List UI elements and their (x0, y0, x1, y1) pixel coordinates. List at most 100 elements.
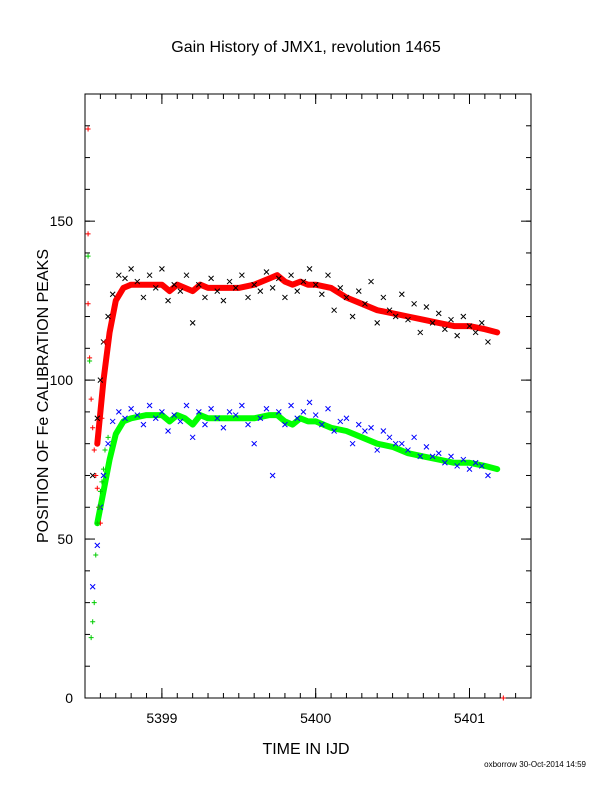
data-point (485, 472, 491, 479)
data-point (460, 456, 467, 463)
data-point (245, 294, 251, 301)
data-point (454, 463, 461, 469)
data-point (208, 275, 214, 282)
data-point (214, 415, 221, 422)
y-tick-label: 100 (50, 372, 74, 388)
data-point (85, 253, 91, 259)
data-point (318, 291, 325, 298)
data-point (220, 424, 227, 431)
data-point (386, 434, 393, 441)
data-point (159, 409, 165, 415)
data-point (93, 472, 99, 478)
x-axis: 5399 5400 5401 (84, 94, 532, 726)
data-point (374, 320, 381, 326)
x-tick-label: 5399 (146, 710, 177, 726)
data-point (398, 291, 405, 298)
data-point (349, 440, 356, 447)
data-point (140, 421, 147, 428)
data-point (429, 453, 436, 460)
data-point (94, 520, 100, 526)
data-point (325, 272, 331, 279)
data-point (171, 412, 178, 418)
y-tick-label: 0 (65, 690, 73, 706)
data-point (226, 409, 233, 415)
data-point (97, 377, 104, 383)
data-point (466, 323, 473, 329)
data-point (94, 485, 100, 491)
data-point (411, 300, 417, 307)
data-point (183, 272, 190, 279)
data-point (85, 231, 91, 237)
data-point (460, 313, 467, 320)
data-point (500, 695, 506, 701)
data-point (405, 447, 411, 453)
x-axis-label: TIME IN IJD (262, 741, 349, 758)
data-point (263, 405, 270, 412)
data-point (343, 415, 350, 422)
data-point (171, 281, 178, 288)
data-point (251, 440, 258, 447)
data-point (448, 316, 454, 323)
data-point (90, 619, 96, 625)
data-point (89, 583, 96, 590)
data-point (122, 275, 128, 282)
data-point (362, 428, 368, 434)
data-point (337, 285, 344, 291)
x-tick-label: 5400 (300, 710, 331, 726)
data-point (275, 275, 282, 282)
data-point (85, 301, 91, 307)
data-point (99, 415, 105, 421)
data-point (165, 297, 171, 304)
data-point (100, 466, 106, 472)
data-point (325, 405, 331, 412)
data-point (362, 300, 368, 307)
data-point (294, 415, 301, 422)
data-point (91, 600, 97, 606)
data-point (472, 459, 479, 466)
data-point (269, 285, 276, 291)
data-point (417, 453, 424, 460)
data-point (269, 472, 276, 479)
data-point (282, 421, 288, 428)
data-point (380, 428, 387, 434)
data-point (105, 313, 111, 320)
data-point (435, 450, 442, 457)
data-point (411, 434, 417, 441)
data-point (85, 126, 91, 132)
data-point (306, 399, 313, 406)
data-point (318, 421, 325, 428)
data-point (189, 320, 196, 326)
data-point (355, 288, 362, 294)
data-point (417, 329, 424, 336)
y-axis-label: POSITION OF Fe CALIBRATION PEAKS (35, 249, 52, 543)
data-point (146, 272, 153, 279)
data-point (128, 265, 134, 272)
data-point (202, 294, 208, 301)
data-point (195, 281, 202, 288)
data-point (275, 409, 282, 415)
data-point (94, 542, 101, 549)
data-point (392, 440, 399, 447)
data-point (337, 418, 344, 425)
data-point (478, 320, 485, 326)
data-point (177, 418, 184, 425)
data-point (442, 326, 448, 333)
data-point (99, 479, 105, 485)
data-point (343, 294, 350, 301)
data-point (89, 472, 96, 479)
data-point (435, 310, 442, 317)
data-point (102, 447, 108, 453)
data-point (88, 635, 94, 641)
data-point (88, 396, 94, 402)
plot-area (84, 93, 532, 699)
data-point (423, 304, 430, 310)
data-point (312, 412, 319, 418)
x-tick-label: 5401 (454, 710, 485, 726)
plot-frame (84, 93, 532, 699)
data-point (374, 447, 381, 453)
data-point (392, 313, 399, 320)
data-point (105, 434, 111, 440)
data-point (442, 459, 448, 466)
data-point (478, 463, 485, 469)
